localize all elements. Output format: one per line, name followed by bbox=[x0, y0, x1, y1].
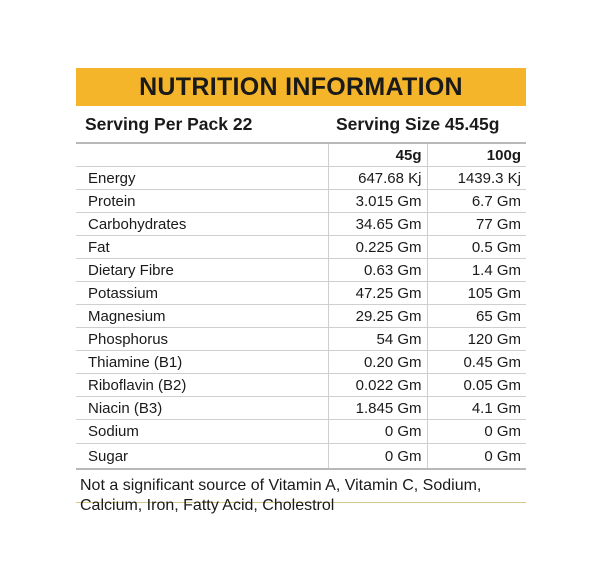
nutrient-name: Thiamine (B1) bbox=[76, 350, 328, 374]
value-45g: 3.015 Gm bbox=[327, 189, 428, 213]
serving-size: Serving Size 45.45g bbox=[336, 113, 500, 134]
table-header-row: 45g 100g bbox=[76, 144, 526, 167]
value-100g: 1.4 Gm bbox=[427, 258, 526, 282]
page-title: NUTRITION INFORMATION bbox=[139, 72, 463, 101]
nutrition-panel: NUTRITION INFORMATION Serving Per Pack 2… bbox=[76, 68, 526, 514]
value-45g: 0 Gm bbox=[327, 443, 428, 470]
value-45g: 1.845 Gm bbox=[327, 396, 428, 420]
header-blank bbox=[76, 144, 328, 167]
value-45g: 29.25 Gm bbox=[327, 304, 428, 328]
serving-info: Serving Per Pack 22 Serving Size 45.45g bbox=[76, 106, 526, 144]
value-45g: 0.63 Gm bbox=[327, 258, 428, 282]
nutrient-name: Carbohydrates bbox=[76, 212, 328, 236]
value-45g: 47.25 Gm bbox=[327, 281, 428, 305]
nutrient-name: Protein bbox=[76, 189, 328, 213]
value-100g: 65 Gm bbox=[427, 304, 526, 328]
value-45g: 0.225 Gm bbox=[327, 235, 428, 259]
table-row: Protein 3.015 Gm 6.7 Gm bbox=[76, 189, 526, 213]
value-45g: 0.022 Gm bbox=[327, 373, 428, 397]
table-row: Riboflavin (B2) 0.022 Gm 0.05 Gm bbox=[76, 373, 526, 397]
value-100g: 4.1 Gm bbox=[427, 396, 526, 420]
title-bar: NUTRITION INFORMATION bbox=[76, 68, 526, 106]
table-row: Sugar 0 Gm 0 Gm bbox=[76, 443, 526, 470]
nutrient-name: Sodium bbox=[76, 419, 328, 444]
nutrient-name: Magnesium bbox=[76, 304, 328, 328]
nutrient-name: Dietary Fibre bbox=[76, 258, 328, 282]
value-45g: 34.65 Gm bbox=[327, 212, 428, 236]
table-row: Fat 0.225 Gm 0.5 Gm bbox=[76, 235, 526, 259]
table-row: Potassium 47.25 Gm 105 Gm bbox=[76, 281, 526, 305]
table-body: Energy 647.68 Kj 1439.3 Kj Protein 3.015 Gm 6… bbox=[76, 166, 526, 470]
column-header-45g: 45g bbox=[327, 144, 428, 167]
value-100g: 1439.3 Kj bbox=[427, 166, 526, 190]
serving-per-pack: Serving Per Pack 22 bbox=[85, 113, 253, 134]
value-45g: 0.20 Gm bbox=[327, 350, 428, 374]
nutrition-table: 45g 100g Energy 647.68 Kj 1439.3 Kj Protein… bbox=[76, 144, 526, 470]
table-row: Dietary Fibre 0.63 Gm 1.4 Gm bbox=[76, 258, 526, 282]
value-100g: 0.45 Gm bbox=[427, 350, 526, 374]
value-100g: 6.7 Gm bbox=[427, 189, 526, 213]
value-100g: 77 Gm bbox=[427, 212, 526, 236]
value-100g: 0.05 Gm bbox=[427, 373, 526, 397]
table-row: Phosphorus 54 Gm 120 Gm bbox=[76, 327, 526, 351]
footnote: Not a significant source of Vitamin A, V… bbox=[80, 477, 482, 514]
table-row: Energy 647.68 Kj 1439.3 Kj bbox=[76, 166, 526, 190]
nutrient-name: Potassium bbox=[76, 281, 328, 305]
column-header-100g: 100g bbox=[427, 144, 526, 167]
value-45g: 54 Gm bbox=[327, 327, 428, 351]
table-row: Magnesium 29.25 Gm 65 Gm bbox=[76, 304, 526, 328]
value-100g: 0 Gm bbox=[427, 419, 526, 444]
value-45g: 647.68 Kj bbox=[327, 166, 428, 190]
table-row: Sodium 0 Gm 0 Gm bbox=[76, 419, 526, 444]
value-100g: 105 Gm bbox=[427, 281, 526, 305]
value-100g: 120 Gm bbox=[427, 327, 526, 351]
nutrient-name: Phosphorus bbox=[76, 327, 328, 351]
nutrient-name: Sugar bbox=[76, 443, 328, 470]
value-100g: 0.5 Gm bbox=[427, 235, 526, 259]
nutrient-name: Fat bbox=[76, 235, 328, 259]
table-row: Thiamine (B1) 0.20 Gm 0.45 Gm bbox=[76, 350, 526, 374]
value-45g: 0 Gm bbox=[327, 419, 428, 444]
nutrient-name: Energy bbox=[76, 166, 328, 190]
table-row: Carbohydrates 34.65 Gm 77 Gm bbox=[76, 212, 526, 236]
nutrient-name: Niacin (B3) bbox=[76, 396, 328, 420]
nutrient-name: Riboflavin (B2) bbox=[76, 373, 328, 397]
table-row: Niacin (B3) 1.845 Gm 4.1 Gm bbox=[76, 396, 526, 420]
value-100g: 0 Gm bbox=[427, 443, 526, 470]
